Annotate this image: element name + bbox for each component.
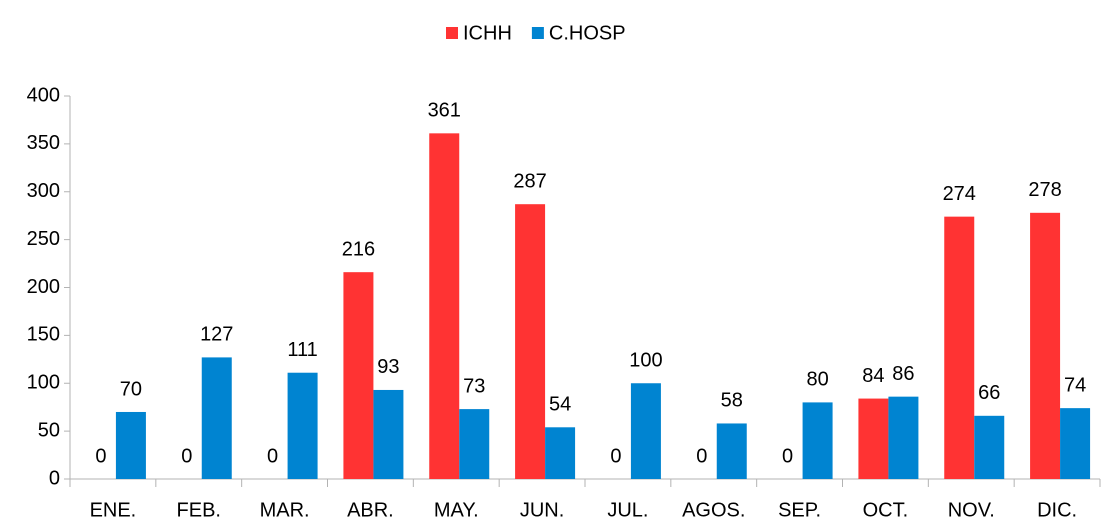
- value-label: 74: [1064, 374, 1086, 396]
- bar: [888, 396, 919, 479]
- value-label: 54: [549, 394, 571, 416]
- bar: [429, 133, 460, 479]
- bar: [343, 272, 374, 479]
- y-tick-label: 0: [49, 467, 60, 489]
- bar: [115, 411, 146, 479]
- value-label: 100: [629, 350, 662, 372]
- value-label: 86: [892, 363, 914, 385]
- y-tick-label: 250: [27, 228, 60, 250]
- value-label: 274: [943, 183, 976, 205]
- bar: [802, 402, 833, 479]
- value-label: 58: [721, 390, 743, 412]
- value-label: 66: [978, 382, 1000, 404]
- bar: [373, 389, 404, 479]
- value-label: 84: [862, 365, 884, 387]
- value-label: 73: [463, 375, 485, 397]
- bar: [1030, 212, 1061, 479]
- x-tick-label: JUL.: [607, 499, 648, 521]
- x-tick-label: ABR.: [347, 499, 394, 521]
- value-label: 0: [181, 445, 192, 467]
- y-tick-label: 350: [27, 132, 60, 154]
- legend-label: C.HOSP: [549, 22, 626, 44]
- x-tick-label: FEB.: [177, 499, 221, 521]
- bar: [287, 372, 318, 479]
- bar: [716, 423, 747, 479]
- x-tick-label: AGOS.: [682, 499, 745, 521]
- value-label: 0: [696, 445, 707, 467]
- x-tick-label: MAY.: [434, 499, 479, 521]
- bar: [459, 409, 490, 479]
- value-label: 0: [95, 445, 106, 467]
- legend-swatch: [446, 27, 458, 39]
- value-label: 111: [287, 339, 317, 361]
- x-tick-label: NOV.: [948, 499, 995, 521]
- bar: [974, 415, 1005, 479]
- x-tick-label: ENE.: [90, 499, 137, 521]
- bar: [1060, 408, 1091, 479]
- y-tick-label: 50: [38, 419, 60, 441]
- bar: [944, 216, 975, 479]
- x-tick-label: JUN.: [520, 499, 564, 521]
- x-tick-label: OCT.: [863, 499, 909, 521]
- value-label: 70: [120, 378, 142, 400]
- y-tick-label: 150: [27, 324, 60, 346]
- x-tick-label: SEP.: [778, 499, 821, 521]
- bar: [515, 204, 546, 479]
- bar: [630, 383, 661, 479]
- value-label: 0: [610, 445, 621, 467]
- legend-swatch: [531, 27, 544, 39]
- y-tick-label: 300: [27, 180, 60, 202]
- y-tick-label: 100: [27, 372, 60, 394]
- y-tick-label: 200: [27, 276, 60, 298]
- value-label: 0: [267, 445, 278, 467]
- x-tick-label: MAR.: [260, 499, 310, 521]
- legend-label: ICHH: [463, 22, 512, 44]
- value-label: 0: [782, 445, 793, 467]
- value-label: 93: [377, 356, 399, 378]
- bar: [858, 398, 889, 479]
- value-label: 216: [342, 238, 375, 260]
- bar: [201, 357, 232, 479]
- value-label: 278: [1028, 179, 1061, 201]
- bar: [545, 427, 576, 479]
- x-tick-label: DIC.: [1037, 499, 1077, 521]
- legend: ICHH C.HOSP: [446, 22, 626, 44]
- value-label: 361: [428, 100, 461, 122]
- value-label: 287: [513, 170, 546, 192]
- value-label: 127: [200, 324, 233, 346]
- y-tick-label: 400: [27, 84, 60, 106]
- value-label: 80: [806, 369, 828, 391]
